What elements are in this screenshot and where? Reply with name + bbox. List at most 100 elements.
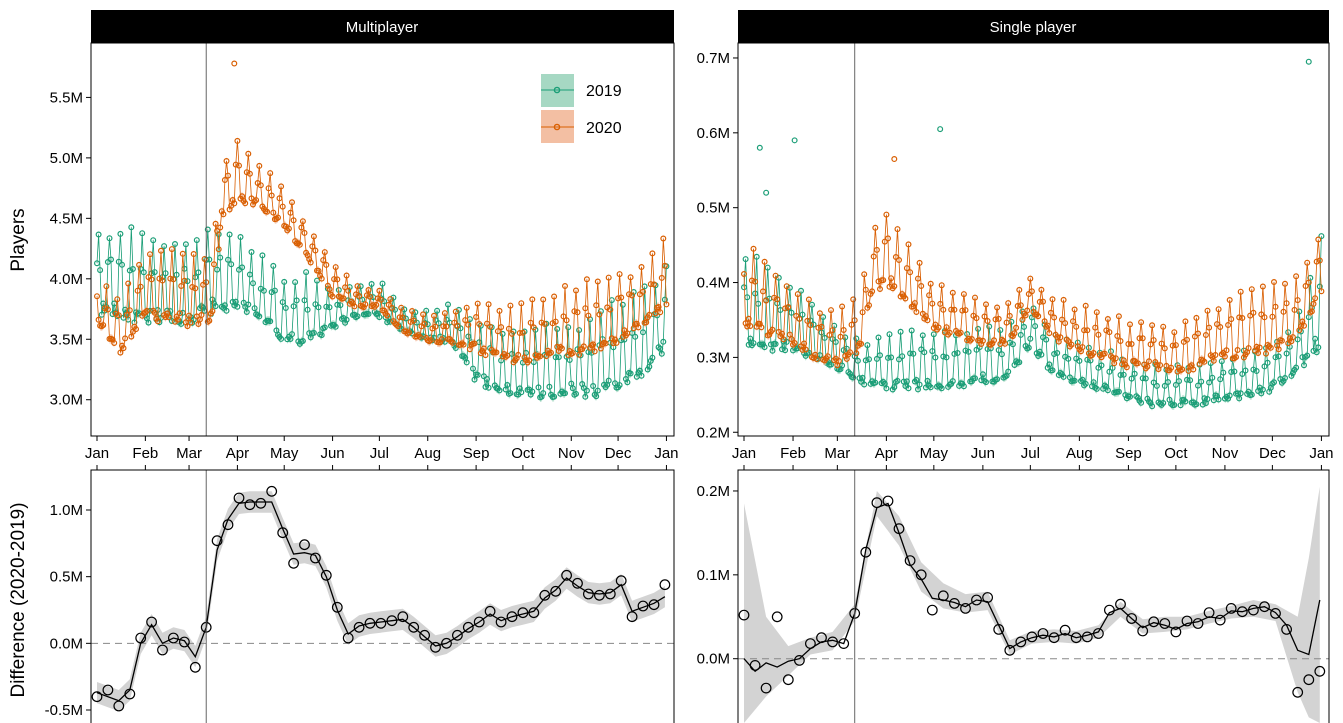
data-point-2020 <box>409 308 416 315</box>
difference-point <box>288 557 300 569</box>
data-point-2020 <box>1123 364 1130 371</box>
data-point-2020 <box>927 280 934 287</box>
data-point-2020 <box>862 286 869 293</box>
data-point-2019 <box>975 325 982 332</box>
outlier-point-2019 <box>1305 58 1312 65</box>
data-point-2019 <box>597 308 604 315</box>
difference-point <box>484 605 496 617</box>
data-point-2020 <box>332 264 339 271</box>
data-point-2020 <box>807 322 814 329</box>
data-point-2020 <box>815 324 822 331</box>
data-point-2020 <box>774 296 781 303</box>
data-point-2019 <box>1193 401 1200 408</box>
data-point-2020 <box>839 303 846 310</box>
difference-point <box>167 632 179 644</box>
data-point-2019 <box>657 345 664 352</box>
data-point-2020 <box>1134 360 1141 367</box>
data-point-2020 <box>740 271 747 278</box>
data-point-2020 <box>142 309 149 316</box>
data-point-2019 <box>624 379 631 386</box>
data-point-2019 <box>551 393 558 400</box>
data-point-2019 <box>1204 396 1211 403</box>
difference-point <box>982 592 993 603</box>
data-point-2020 <box>574 309 581 316</box>
data-point-2020 <box>287 209 294 216</box>
data-point-2019 <box>540 390 547 397</box>
difference-point <box>320 569 332 581</box>
data-point-2020 <box>406 329 413 336</box>
difference-point <box>749 660 761 671</box>
data-point-2020 <box>552 318 559 325</box>
data-point-2020 <box>793 312 800 319</box>
data-point-2020 <box>873 246 880 253</box>
data-point-2020 <box>1193 314 1200 321</box>
difference-point <box>1214 614 1226 626</box>
data-point-2019 <box>1046 361 1053 368</box>
data-point-2019 <box>140 269 147 276</box>
difference-point <box>659 579 671 591</box>
data-point-2020 <box>190 251 197 258</box>
y-tick-label: 0.7M <box>697 50 730 67</box>
data-point-2019 <box>769 347 776 354</box>
data-point-2020 <box>865 302 872 309</box>
data-point-2020 <box>454 322 461 329</box>
data-point-2019 <box>799 311 806 318</box>
data-point-2019 <box>810 321 817 328</box>
data-point-2020 <box>267 170 274 177</box>
data-point-2020 <box>365 287 372 294</box>
data-point-2020 <box>1101 350 1108 357</box>
data-point-2020 <box>367 293 374 300</box>
data-point-2020 <box>973 315 980 322</box>
x-tick-label: Jun <box>320 445 344 462</box>
data-point-2020 <box>482 352 489 359</box>
data-point-2019 <box>594 387 601 394</box>
data-point-2020 <box>1225 322 1232 329</box>
data-point-2020 <box>407 318 414 325</box>
data-point-2019 <box>864 342 871 349</box>
data-point-2019 <box>605 377 612 384</box>
data-point-2019 <box>846 370 853 377</box>
difference-point <box>244 499 256 511</box>
data-point-2020 <box>223 158 230 165</box>
data-point-2019 <box>223 307 230 314</box>
difference-line <box>743 502 1321 673</box>
data-point-2020 <box>742 320 749 327</box>
difference-point <box>550 585 562 597</box>
data-point-2019 <box>1261 363 1268 370</box>
data-point-2020 <box>278 183 285 190</box>
data-point-2019 <box>268 289 275 296</box>
data-point-2020 <box>1248 286 1255 293</box>
data-point-2020 <box>1259 283 1266 290</box>
data-point-2019 <box>971 375 978 382</box>
data-point-2020 <box>1289 334 1296 341</box>
data-point-2019 <box>1312 335 1319 342</box>
data-point-2020 <box>1232 354 1239 361</box>
data-point-2020 <box>540 296 547 303</box>
data-point-2019 <box>827 361 834 368</box>
difference-point <box>949 598 960 609</box>
x-tick-label: Aug <box>414 445 441 462</box>
data-point-2019 <box>895 356 902 363</box>
data-point-2019 <box>590 383 597 390</box>
difference-point <box>904 555 916 566</box>
data-point-2020 <box>342 284 349 291</box>
data-point-2019 <box>226 231 233 238</box>
data-point-2020 <box>496 307 503 314</box>
data-point-2019 <box>1038 351 1045 358</box>
data-point-2020 <box>895 257 902 264</box>
data-point-2019 <box>638 372 645 379</box>
data-point-2020 <box>911 300 918 307</box>
difference-point <box>342 632 354 644</box>
data-point-2020 <box>657 309 664 316</box>
data-point-2020 <box>136 261 143 268</box>
data-point-2019 <box>1209 374 1216 381</box>
data-point-2020 <box>655 304 662 311</box>
data-point-2019 <box>376 314 383 321</box>
data-point-2020 <box>134 287 141 294</box>
data-point-2020 <box>381 307 388 314</box>
data-point-2020 <box>234 137 241 144</box>
difference-point <box>882 495 894 507</box>
data-point-2020 <box>1291 306 1298 313</box>
data-point-2019 <box>951 350 958 357</box>
data-point-2020 <box>940 306 947 313</box>
